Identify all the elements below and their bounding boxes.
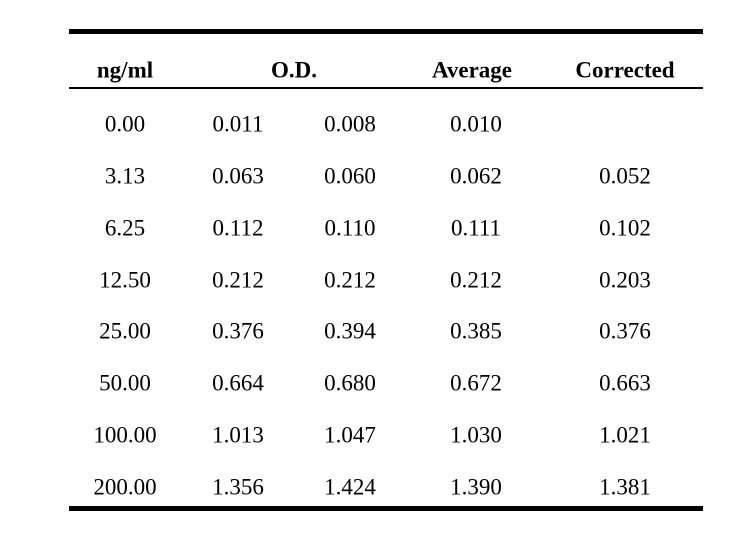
cell-od-2: 0.008	[324, 111, 376, 137]
cell-od-2: 1.047	[324, 422, 376, 448]
cell-od-2: 0.680	[324, 370, 376, 396]
cell-corrected: 0.663	[599, 370, 651, 396]
table-top-rule	[69, 29, 703, 34]
cell-concentration: 12.50	[99, 267, 151, 293]
header-average: Average	[431, 57, 513, 83]
table-bottom-rule	[69, 506, 703, 511]
cell-corrected: 0.376	[599, 318, 651, 344]
cell-corrected: 0.203	[599, 267, 651, 293]
cell-concentration: 50.00	[99, 370, 151, 396]
cell-od-2: 0.110	[324, 215, 376, 241]
cell-average: 1.030	[450, 422, 502, 448]
cell-od-1: 0.112	[212, 215, 264, 241]
header-corrected: Corrected	[575, 57, 675, 83]
cell-concentration: 25.00	[99, 318, 151, 344]
cell-concentration: 6.25	[104, 215, 146, 241]
cell-average: 0.385	[450, 318, 502, 344]
cell-od-1: 0.664	[212, 370, 264, 396]
cell-average: 1.390	[450, 474, 502, 500]
cell-corrected: 1.381	[599, 474, 651, 500]
cell-od-2: 0.394	[324, 318, 376, 344]
cell-average: 0.010	[450, 111, 502, 137]
cell-od-2: 0.060	[324, 163, 376, 189]
cell-concentration: 0.00	[104, 111, 146, 137]
header-od: O.D.	[271, 57, 317, 83]
cell-od-1: 0.212	[212, 267, 264, 293]
cell-concentration: 100.00	[93, 422, 157, 448]
cell-concentration: 200.00	[93, 474, 157, 500]
cell-od-1: 0.011	[212, 111, 264, 137]
header-concentration: ng/ml	[96, 57, 154, 83]
cell-corrected: 1.021	[599, 422, 651, 448]
cell-average: 0.212	[450, 267, 502, 293]
cell-od-2: 0.212	[324, 267, 376, 293]
cell-od-1: 0.063	[212, 163, 264, 189]
cell-average: 0.062	[450, 163, 502, 189]
cell-concentration: 3.13	[104, 163, 146, 189]
table-header-rule	[69, 87, 703, 89]
cell-average: 0.111	[450, 215, 502, 241]
cell-average: 0.672	[450, 370, 502, 396]
cell-corrected: 0.102	[599, 215, 651, 241]
cell-corrected: 0.052	[599, 163, 651, 189]
cell-od-1: 1.356	[212, 474, 264, 500]
cell-od-1: 0.376	[212, 318, 264, 344]
cell-od-1: 1.013	[212, 422, 264, 448]
cell-od-2: 1.424	[324, 474, 376, 500]
